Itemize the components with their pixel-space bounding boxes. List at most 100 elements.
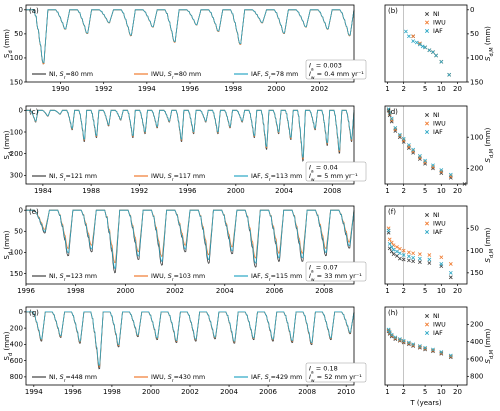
x-tick-label: 2008 (298, 388, 316, 396)
annotation-line: Iw = 52 mm yr⁻¹ (309, 373, 362, 384)
legend-label-iwu: IWU, Sr=103 mm (151, 273, 205, 283)
legend-label-ni: NI, Sr=121 mm (49, 173, 97, 183)
marker-iwu (389, 333, 394, 338)
legend-marker-iaf (424, 28, 430, 34)
legend-label-iwu: IWU (433, 322, 446, 329)
marker-ni (391, 252, 396, 257)
marker-iaf (407, 34, 411, 39)
x-tick-label: 1 (385, 287, 389, 295)
marker-ni (417, 157, 422, 161)
marker-ni (423, 161, 427, 166)
x-tick-label: 20 (453, 85, 462, 93)
series-iaf-line (26, 109, 355, 159)
marker-iaf (411, 147, 416, 152)
marker-ni (386, 108, 391, 113)
x-tick-label: 1998 (224, 85, 242, 93)
marker-iwu (386, 107, 391, 112)
marker-iwu (439, 255, 444, 260)
y-tick-label: 0 (470, 6, 474, 14)
legend-marker-iwu (424, 20, 430, 25)
marker-iwu (387, 111, 392, 116)
marker-iaf (414, 40, 419, 45)
x-tick-label: 2000 (116, 287, 134, 295)
marker-iwu (411, 343, 416, 348)
marker-ni (389, 119, 394, 124)
y-tick-label: 800 (470, 373, 483, 381)
x-tick-label: 2002 (181, 388, 199, 396)
marker-iwu (423, 346, 427, 351)
marker-ni (397, 256, 402, 261)
annotation-line: Iw = 5 mm yr⁻¹ (309, 172, 358, 183)
legend-marker-ni (424, 212, 430, 218)
marker-ni (387, 246, 392, 251)
plot-frame (25, 205, 355, 285)
marker-iwu (407, 341, 411, 346)
marker-iaf (401, 136, 406, 141)
marker-iaf (439, 262, 444, 266)
legend-label-iwu: IWU (433, 20, 446, 27)
x-tick-label: 5 (423, 287, 427, 295)
marker-iwu (401, 248, 406, 253)
marker-ni (411, 150, 416, 155)
marker-iwu (448, 174, 453, 179)
marker-iwu (393, 336, 398, 341)
annotation-line: Ia = 0.07 (309, 264, 338, 275)
y-tick-label: 800 (10, 373, 23, 381)
marker-iaf (389, 332, 394, 337)
y-tick-label: 600 (10, 357, 23, 365)
marker-iwu (407, 144, 411, 149)
x-tick-label: 5 (423, 388, 427, 396)
y-tick-label: 400 (470, 338, 483, 346)
legend-marker-ni (424, 112, 430, 118)
annotation-line: Iw = 33 mm yr⁻¹ (309, 272, 362, 283)
y-tick-label: 150 (470, 78, 483, 86)
marker-iaf (391, 247, 396, 252)
marker-ni (431, 166, 435, 171)
marker-iaf (389, 116, 394, 121)
y-tick-label: 200 (470, 321, 483, 329)
marker-iaf (411, 255, 416, 260)
legend-label-ni: NI, Sr=448 mm (49, 374, 97, 384)
y-tick-label: 300 (10, 172, 23, 180)
plot-frame (384, 205, 468, 285)
annotation-box (305, 362, 367, 383)
marker-iaf (423, 158, 427, 163)
x-tick-label: 1992 (130, 187, 148, 195)
legend-marker-iwu (424, 221, 430, 226)
legend-label-ni: NI (433, 112, 440, 119)
x-tick-label: 10 (437, 287, 446, 295)
y-tick-label: 150 (10, 270, 23, 278)
panel-a: 0 50 100 150 1990 1992 1994 1996 1998 2000 2002 (a)… (10, 4, 367, 93)
marker-iaf (411, 342, 416, 347)
marker-iaf (420, 44, 425, 49)
legend-label-ni: NI, Sr=123 mm (49, 273, 97, 283)
marker-iaf (434, 53, 438, 58)
legend-label-iwu: IWU, Sr=430 mm (151, 374, 205, 384)
x-tick-label: 1990 (52, 85, 70, 93)
y-tick-label: 200 (470, 165, 483, 173)
legend-label-iaf: IAF (433, 129, 443, 136)
x-tick-label: 2004 (216, 287, 234, 295)
marker-iaf (439, 350, 444, 354)
legend-label-iaf: IAF (433, 28, 443, 35)
marker-iwu (417, 252, 422, 257)
legend-label-ni: NI (433, 11, 440, 18)
marker-iaf (411, 39, 416, 43)
x-tick-label: 1996 (64, 388, 82, 396)
marker-ni (393, 129, 398, 133)
marker-iwu (387, 237, 392, 242)
x-tick-label: 2002 (311, 85, 329, 93)
marker-ni (448, 175, 453, 180)
series-ni-line (26, 209, 355, 274)
x-tick-label: 2006 (259, 388, 277, 396)
y-tick-label: 0 (19, 308, 23, 316)
legend-label-iwu: IWU, Sr=117 mm (151, 173, 205, 183)
y-axis-label: Sd (mm) (3, 130, 14, 159)
x-tick-label: 1984 (34, 187, 52, 195)
legend-marker-iaf (424, 330, 430, 336)
marker-ni (448, 275, 453, 280)
marker-iwu (417, 41, 422, 46)
y-tick-label: 0 (19, 107, 23, 115)
